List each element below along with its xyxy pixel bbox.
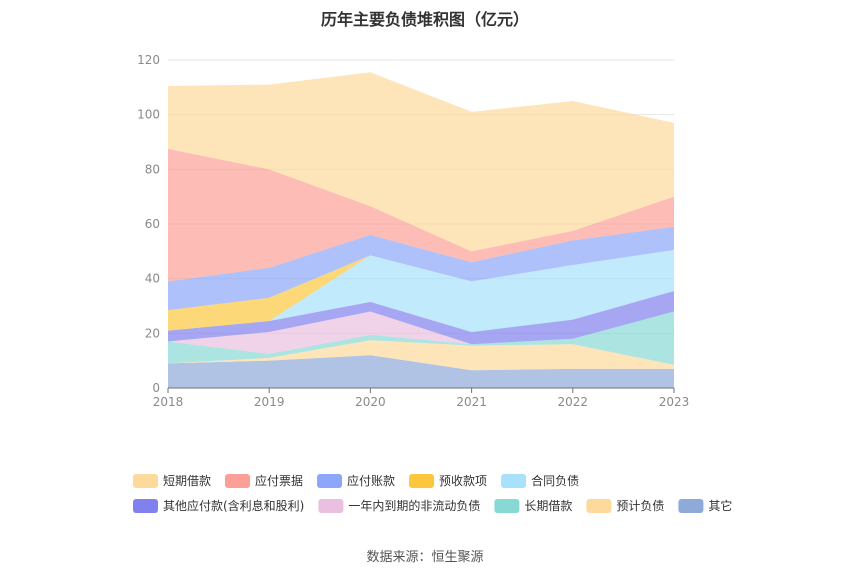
- chart-title: 历年主要负债堆积图（亿元）: [320, 10, 529, 29]
- y-tick-label: 40: [145, 272, 160, 286]
- y-tick-label: 80: [145, 162, 160, 176]
- x-tick-label: 2022: [558, 395, 589, 409]
- legend-swatch: [318, 499, 344, 513]
- legend-swatch: [678, 499, 704, 513]
- area-series-7: [168, 226, 674, 311]
- legend-item-label: 预收款项: [439, 474, 487, 488]
- legend-swatch: [133, 499, 158, 513]
- y-tick-label: 120: [137, 53, 160, 67]
- legend-item-label: 长期借款: [524, 499, 572, 513]
- x-tick-label: 2020: [355, 395, 386, 409]
- data-source: 数据来源：恒生聚源: [366, 550, 484, 565]
- y-tick-label: 20: [145, 326, 160, 340]
- area-series-3: [168, 311, 674, 354]
- legend-swatch: [317, 474, 343, 488]
- y-tick-label: 60: [145, 217, 160, 231]
- area-series-9: [168, 72, 674, 252]
- x-tick-label: 2018: [153, 395, 184, 409]
- x-tick-label: 2023: [659, 395, 690, 409]
- legend-item-label: 其他应付款(含利息和股利): [163, 498, 304, 513]
- area-series-4: [168, 290, 674, 345]
- x-tick-label: 2019: [254, 395, 285, 409]
- y-tick-label: 0: [152, 381, 160, 395]
- area-series-6: [168, 249, 674, 331]
- legend-item-label: 一年内到期的非流动负债: [348, 498, 480, 513]
- y-tick-label: 100: [137, 108, 160, 122]
- area-series-0: [168, 355, 674, 388]
- legend-item-label: 应付票据: [255, 473, 303, 488]
- area-series-1: [168, 340, 674, 371]
- legend-item-label: 应付账款: [347, 473, 395, 488]
- legend-swatch: [225, 474, 251, 488]
- area-series-8: [168, 148, 674, 282]
- x-tick-label: 2021: [456, 395, 487, 409]
- legend-item-label: 短期借款: [163, 474, 211, 488]
- legend-swatch: [494, 499, 520, 513]
- area-series-5: [168, 249, 674, 332]
- area-series-2: [168, 311, 674, 365]
- legend-swatch: [586, 499, 612, 513]
- legend-swatch: [409, 474, 435, 488]
- legend-swatch: [501, 474, 527, 488]
- legend-item-label: 合同负债: [531, 473, 579, 488]
- legend-item-label: 预计负债: [616, 499, 664, 513]
- legend-item-label: 其它: [708, 498, 732, 513]
- legend-swatch: [133, 474, 158, 488]
